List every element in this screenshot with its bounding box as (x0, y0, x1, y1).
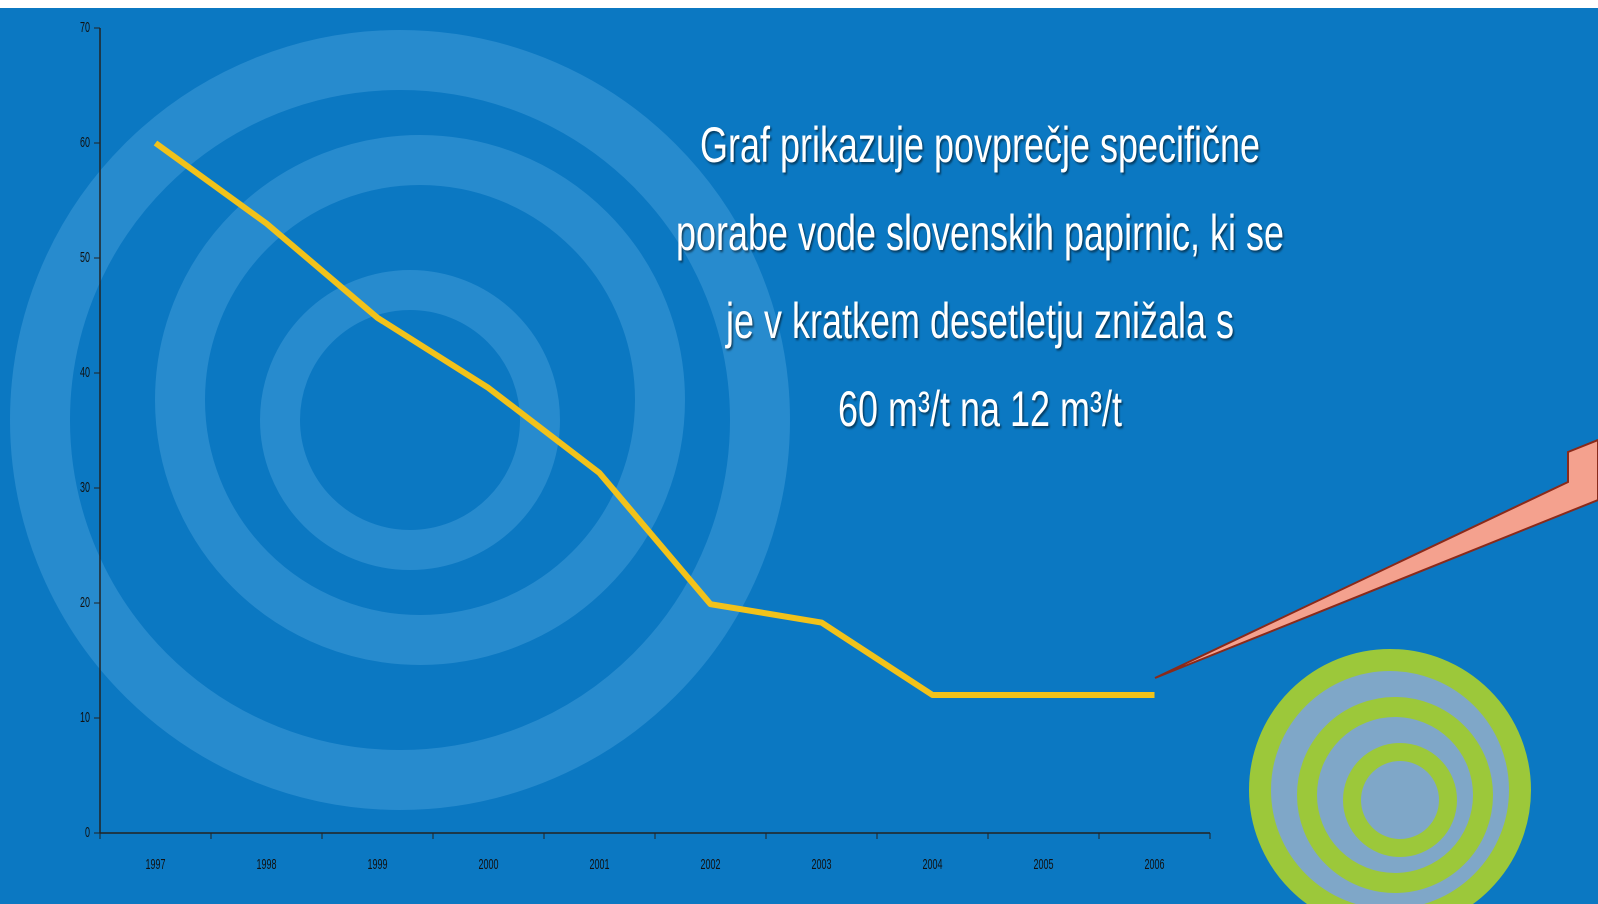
logo (1249, 649, 1531, 904)
background-spiral (10, 30, 790, 810)
y-tick-label: 60 (80, 134, 90, 151)
callout (1154, 438, 1598, 679)
y-tick-label: 10 (80, 709, 90, 726)
annotation-line: 60 m³/t na 12 m³/t (838, 382, 1122, 437)
x-tick-label: 2004 (922, 856, 942, 873)
annotation: Graf prikazuje povprečje specifične porab… (676, 118, 1284, 437)
annotation-line: Graf prikazuje povprečje specifične (700, 118, 1260, 173)
x-tick-label: 1998 (256, 856, 276, 873)
top-band (0, 0, 1598, 8)
y-tick-label: 30 (80, 479, 90, 496)
annotation-line: je v kratkem desetletju znižala s (724, 294, 1234, 349)
annotation-line: porabe vode slovenskih papirnic, ki se (676, 206, 1284, 261)
x-tick-label: 2005 (1033, 856, 1053, 873)
y-tick-label: 70 (80, 19, 90, 36)
y-tick-label: 0 (85, 824, 90, 841)
y-tick-label: 20 (80, 594, 90, 611)
x-tick-label: 2006 (1144, 856, 1164, 873)
data-line (153, 140, 1155, 698)
x-tick-label: 2000 (478, 856, 498, 873)
x-tick-label: 1997 (145, 856, 165, 873)
x-tick-label: 2001 (589, 856, 609, 873)
x-tick-label: 1999 (367, 856, 387, 873)
x-tick-label: 2003 (811, 856, 831, 873)
x-tick-label: 2002 (700, 856, 720, 873)
y-tick-label: 40 (80, 364, 90, 381)
y-tick-label: 50 (80, 249, 90, 266)
